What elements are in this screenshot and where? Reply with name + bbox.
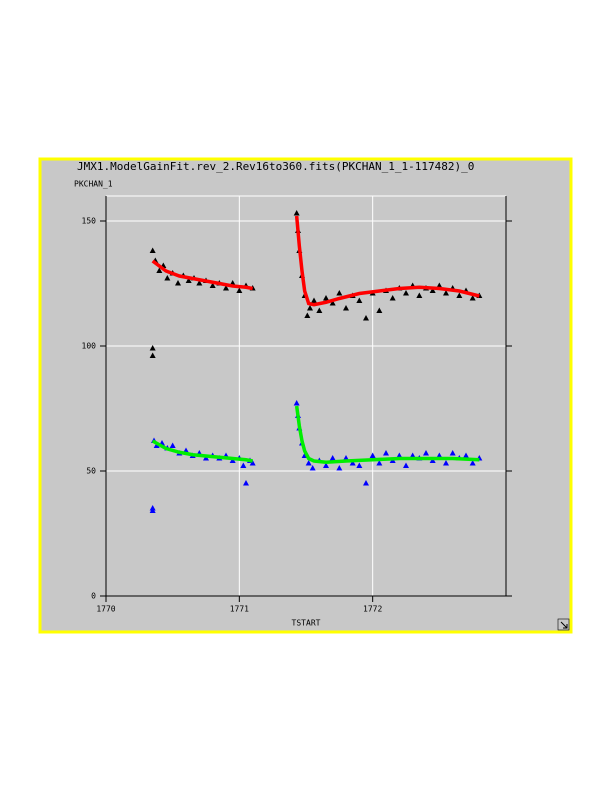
data-point [316,307,323,313]
data-point [343,455,349,461]
data-point [376,460,383,466]
x-axis-label: TSTART [292,619,321,628]
data-point [311,297,317,303]
data-point [309,465,316,471]
panel [38,157,573,634]
data-point [463,452,469,458]
data-point [369,452,376,458]
fit-line [151,259,253,291]
y-tick-label: 50 [86,467,96,476]
data-point [243,480,249,486]
fit-line [294,405,480,465]
data-point [175,280,181,286]
data-point [149,345,156,351]
data-point [169,442,176,448]
y-tick-label: 150 [82,217,97,226]
data-point [149,247,156,253]
data-point [236,287,243,293]
data-point [403,290,409,296]
y-axis-label: PKCHAN_1 [74,180,113,189]
data-point [469,460,476,466]
data-point [323,295,329,301]
data-point [396,452,403,458]
data-point [149,352,156,358]
data-point [389,295,396,301]
data-point [383,450,389,456]
data-point [436,282,443,288]
data-point [349,460,356,466]
data-point [363,315,369,321]
data-point [363,480,369,486]
data-point [249,460,256,466]
data-point [336,290,343,296]
y-tick-label: 100 [82,342,97,351]
data-point [196,280,203,286]
data-point [416,292,423,298]
data-point [240,462,247,468]
chart-title: JMX1.ModelGainFit.rev_2.Rev16to360.fits(… [77,160,474,173]
x-tick-label: 1772 [363,605,382,614]
y-tick-label: 0 [91,592,96,601]
data-point [164,275,171,281]
data-point [376,307,383,313]
data-point [209,282,216,288]
data-point [156,267,163,273]
data-point [223,285,229,291]
data-point [336,465,343,471]
data-point [356,462,363,468]
data-point [304,312,311,318]
data-point [443,460,449,466]
data-point [343,305,349,311]
data-point [293,210,300,216]
data-point [149,507,156,513]
data-point [185,277,192,283]
data-point [323,462,329,468]
data-point [409,452,416,458]
data-point [436,452,443,458]
resize-icon[interactable] [557,618,570,631]
data-point [469,295,476,301]
data-point [356,297,363,303]
fit-line [151,439,253,463]
data-point [307,305,313,311]
data-point [293,400,300,406]
x-tick-label: 1770 [96,605,115,614]
data-point [456,292,463,298]
data-point [329,455,336,461]
resize-arrow [560,621,568,629]
data-point [443,290,449,296]
data-point [329,300,336,306]
data-point [305,460,312,466]
data-point [403,462,409,468]
data-point [429,287,436,293]
fit-line [294,215,480,307]
data-point [449,450,456,456]
data-point [423,450,429,456]
x-tick-label: 1771 [230,605,249,614]
